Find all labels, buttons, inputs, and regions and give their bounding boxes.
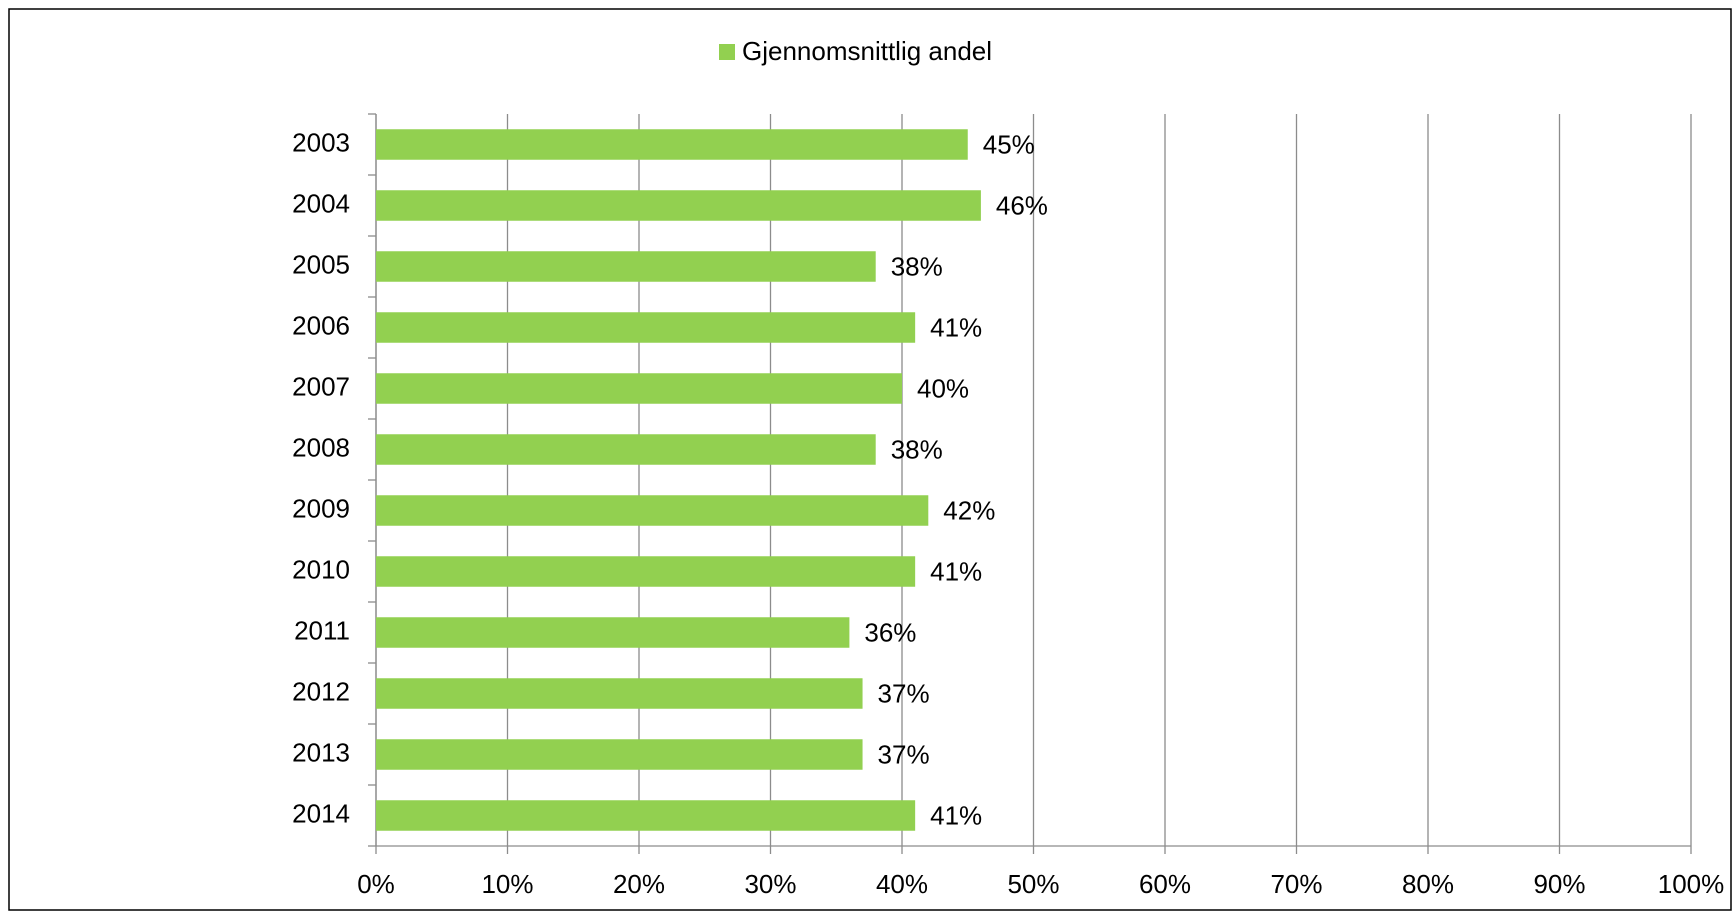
data-label: 40% [917, 373, 969, 403]
x-tick-label: 90% [1533, 869, 1585, 899]
y-tick-label: 2008 [292, 432, 350, 462]
data-label: 46% [996, 190, 1048, 220]
chart-frame [8, 8, 1732, 911]
bar [376, 434, 876, 465]
y-tick-label: 2014 [292, 798, 350, 828]
y-tick-label: 2007 [292, 371, 350, 401]
data-label: 41% [930, 800, 982, 830]
bar [376, 495, 929, 526]
y-tick-label: 2006 [292, 310, 350, 340]
y-tick-label: 2012 [292, 676, 350, 706]
x-tick-label: 80% [1402, 869, 1454, 899]
bar [376, 312, 916, 343]
x-tick-label: 60% [1139, 869, 1191, 899]
x-tick-label: 100% [1658, 869, 1725, 899]
bar [376, 251, 876, 282]
y-tick-label: 2013 [292, 737, 350, 767]
y-tick-label: 2009 [292, 493, 350, 523]
data-label: 41% [930, 556, 982, 586]
legend-swatch [719, 44, 735, 60]
data-label: 37% [878, 739, 930, 769]
data-label: 42% [943, 495, 995, 525]
x-tick-label: 20% [613, 869, 665, 899]
y-tick-label: 2011 [294, 615, 350, 645]
x-tick-label: 50% [1007, 869, 1059, 899]
data-label: 36% [864, 617, 916, 647]
bar [376, 373, 902, 404]
data-label: 45% [983, 129, 1035, 159]
bar [376, 129, 968, 160]
bar [376, 617, 850, 648]
bar [376, 800, 916, 831]
x-tick-label: 30% [744, 869, 796, 899]
x-tick-label: 70% [1270, 869, 1322, 899]
y-tick-label: 2003 [292, 127, 350, 157]
data-label: 38% [891, 251, 943, 281]
legend-label: Gjennomsnittlig andel [742, 36, 992, 66]
data-label: 38% [891, 434, 943, 464]
bar [376, 678, 863, 709]
x-tick-label: 40% [876, 869, 928, 899]
data-label: 37% [878, 678, 930, 708]
bar [376, 190, 981, 221]
x-tick-label: 0% [357, 869, 395, 899]
x-tick-label: 10% [481, 869, 533, 899]
y-tick-label: 2004 [292, 188, 350, 218]
y-tick-label: 2010 [292, 554, 350, 584]
y-tick-label: 2005 [292, 249, 350, 279]
bar [376, 556, 916, 587]
bar [376, 739, 863, 770]
data-label: 41% [930, 312, 982, 342]
